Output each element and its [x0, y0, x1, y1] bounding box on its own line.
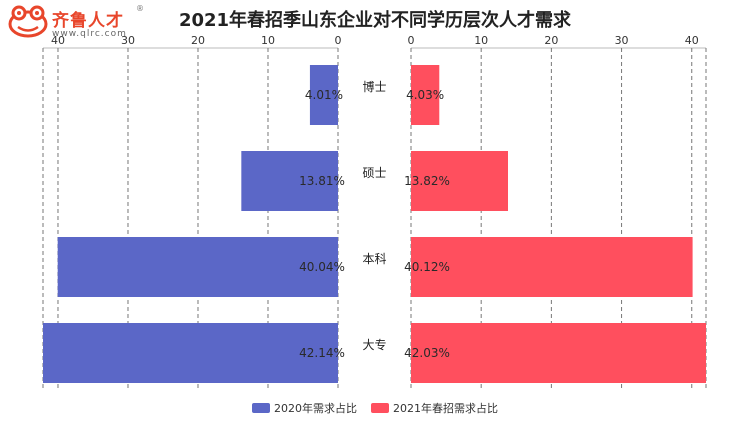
- legend-swatch-2020: [252, 403, 270, 413]
- left-tick-label-40: 40: [51, 34, 65, 47]
- butterfly-chart: 40 30 20 10 0 0 10 20 30 40 4.01% 4.03% 博士 13.81% 13.8…: [42, 34, 707, 390]
- bar-2020-3: [43, 323, 338, 383]
- category-label-2: 本科: [362, 252, 386, 266]
- logo-brand-text: 齐鲁人才: [52, 11, 124, 31]
- right-tick-label-30: 30: [615, 34, 629, 47]
- legend-item-2021: 2021年春招需求占比: [371, 400, 498, 416]
- frog-logo-icon: [8, 5, 48, 38]
- left-tick-label-0: 0: [335, 34, 342, 47]
- data-label-2021-2: 40.12%: [404, 260, 450, 274]
- data-label-2021-1: 13.82%: [404, 174, 450, 188]
- bar-2020-0: [309, 65, 338, 125]
- logo: 齐鲁人才 ® www.qlrc.com: [8, 4, 158, 42]
- category-label-0: 博士: [362, 79, 386, 94]
- left-tick-label-30: 30: [121, 34, 135, 47]
- data-label-2020-3: 42.14%: [299, 346, 345, 360]
- legend-item-2020: 2020年需求占比: [252, 400, 357, 416]
- right-tick-label-40: 40: [685, 34, 699, 47]
- bar-2020-2: [57, 237, 339, 297]
- logo-url: www.qlrc.com: [52, 29, 127, 39]
- bar-2021-1: [411, 151, 508, 211]
- left-tick-label-10: 10: [261, 34, 275, 47]
- data-label-2020-0: 4.01%: [305, 88, 343, 102]
- chart-title: 2021年春招季山东企业对不同学历层次人才需求: [178, 10, 572, 31]
- legend: 2020年需求占比 2021年春招需求占比: [0, 400, 750, 416]
- right-tick-label-20: 20: [544, 34, 558, 47]
- left-tick-label-20: 20: [191, 34, 205, 47]
- bar-2021-3: [411, 323, 706, 383]
- data-label-2021-0: 4.03%: [406, 88, 444, 102]
- legend-label-2021: 2021年春招需求占比: [393, 402, 498, 415]
- category-label-1: 硕士: [362, 166, 386, 180]
- bar-2020-1: [241, 151, 338, 211]
- data-label-2020-2: 40.04%: [299, 260, 345, 274]
- data-label-2021-3: 42.03%: [404, 346, 450, 360]
- bar-2021-2: [411, 237, 693, 297]
- legend-label-2020: 2020年需求占比: [274, 402, 357, 415]
- bar-2021-0: [411, 65, 440, 125]
- right-tick-label-0: 0: [408, 34, 415, 47]
- registered-mark: ®: [136, 4, 144, 13]
- legend-swatch-2021: [371, 403, 389, 413]
- data-label-2020-1: 13.81%: [299, 174, 345, 188]
- category-label-3: 大专: [362, 337, 386, 352]
- right-tick-label-10: 10: [474, 34, 488, 47]
